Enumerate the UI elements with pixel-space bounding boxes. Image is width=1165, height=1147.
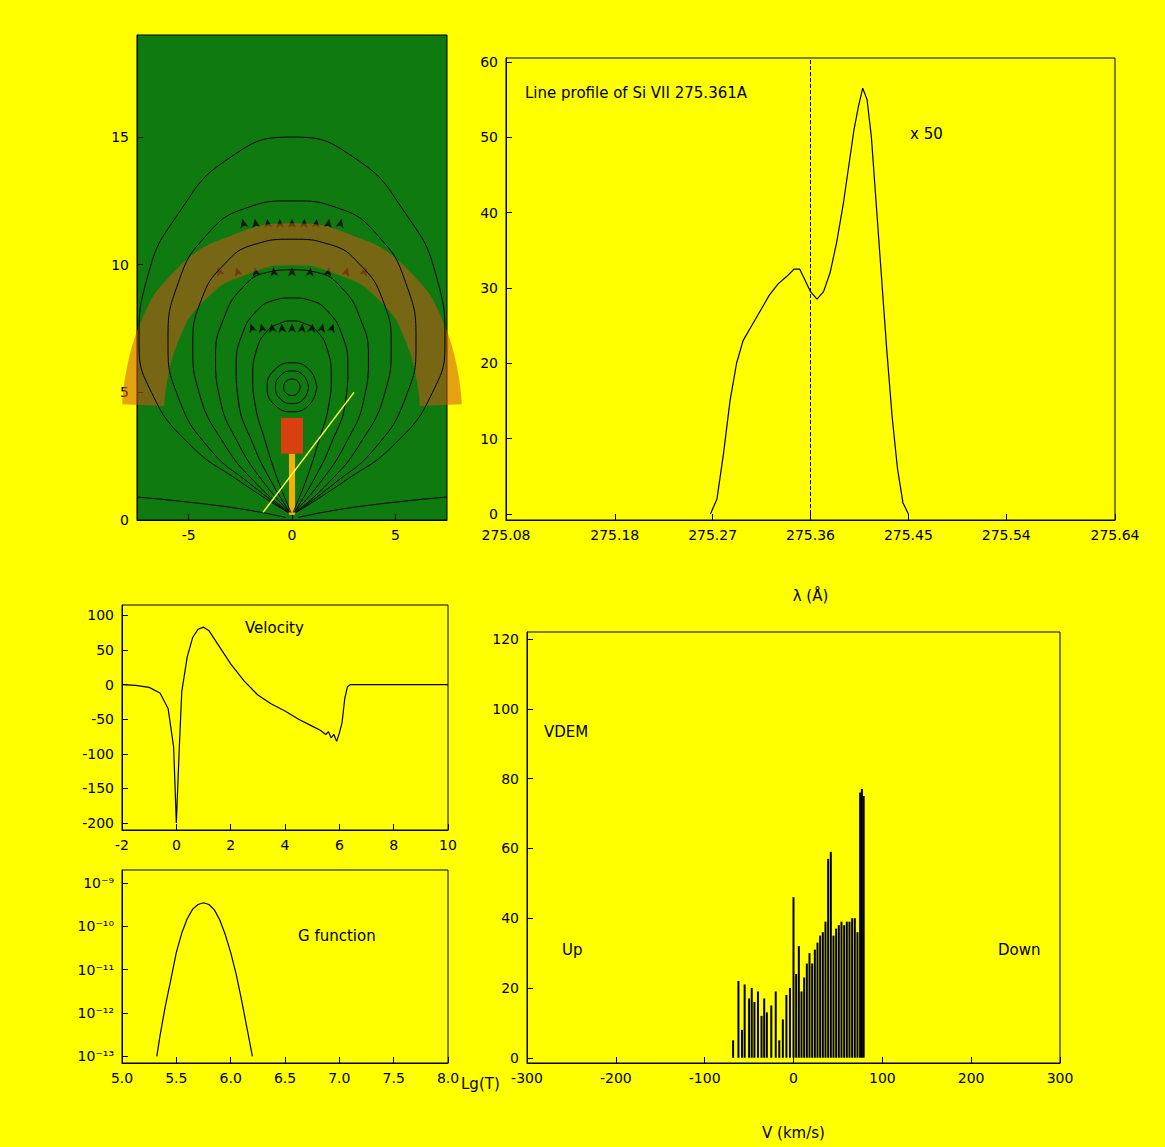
- svg-text:2: 2: [226, 837, 235, 853]
- svg-text:0: 0: [120, 512, 129, 528]
- svg-text:20: 20: [480, 355, 498, 371]
- svg-text:x 50: x 50: [910, 125, 943, 143]
- svg-text:-5: -5: [182, 527, 196, 543]
- svg-text:10⁻¹³: 10⁻¹³: [78, 1048, 114, 1064]
- svg-text:6: 6: [335, 837, 344, 853]
- svg-text:120: 120: [492, 631, 519, 647]
- svg-text:-50: -50: [91, 711, 114, 727]
- svg-text:-150: -150: [82, 780, 114, 796]
- svg-text:7.0: 7.0: [328, 1070, 350, 1086]
- svg-text:10: 10: [480, 431, 498, 447]
- svg-text:10⁻¹²: 10⁻¹²: [78, 1005, 114, 1021]
- svg-text:-200: -200: [600, 1070, 632, 1086]
- svg-text:80: 80: [501, 771, 519, 787]
- svg-text:8: 8: [389, 837, 398, 853]
- svg-text:Line profile of Si VII 275.361: Line profile of Si VII 275.361A: [525, 84, 748, 102]
- svg-text:Up: Up: [562, 941, 583, 959]
- svg-text:-100: -100: [689, 1070, 721, 1086]
- svg-text:10⁻¹¹: 10⁻¹¹: [78, 962, 114, 978]
- svg-text:275.54: 275.54: [982, 527, 1031, 543]
- svg-text:8.0: 8.0: [437, 1070, 459, 1086]
- svg-text:0: 0: [105, 677, 114, 693]
- svg-text:100: 100: [87, 607, 114, 623]
- svg-text:-2: -2: [115, 837, 129, 853]
- svg-text:5.0: 5.0: [111, 1070, 133, 1086]
- svg-text:20: 20: [501, 980, 519, 996]
- svg-text:4: 4: [281, 837, 290, 853]
- svg-text:60: 60: [501, 840, 519, 856]
- svg-text:275.08: 275.08: [482, 527, 531, 543]
- svg-text:275.27: 275.27: [688, 527, 737, 543]
- svg-text:Lg(T): Lg(T): [461, 1075, 500, 1093]
- svg-text:50: 50: [96, 642, 114, 658]
- svg-text:30: 30: [480, 280, 498, 296]
- svg-text:10: 10: [439, 837, 457, 853]
- svg-text:300: 300: [1047, 1070, 1074, 1086]
- svg-text:0: 0: [489, 506, 498, 522]
- svg-text:40: 40: [501, 910, 519, 926]
- svg-text:100: 100: [492, 701, 519, 717]
- svg-text:0: 0: [288, 527, 297, 543]
- svg-text:275.64: 275.64: [1091, 527, 1140, 543]
- svg-text:0: 0: [789, 1070, 798, 1086]
- svg-text:275.18: 275.18: [590, 527, 639, 543]
- svg-text:-300: -300: [511, 1070, 543, 1086]
- svg-text:50: 50: [480, 129, 498, 145]
- svg-text:5: 5: [391, 527, 400, 543]
- svg-text:10: 10: [111, 257, 129, 273]
- svg-text:λ (Å): λ (Å): [793, 586, 829, 605]
- svg-text:100: 100: [869, 1070, 896, 1086]
- svg-text:Down: Down: [998, 941, 1041, 959]
- svg-text:-200: -200: [82, 815, 114, 831]
- svg-text:275.45: 275.45: [884, 527, 933, 543]
- svg-text:6.5: 6.5: [274, 1070, 296, 1086]
- svg-text:G function: G function: [298, 927, 376, 945]
- svg-text:-100: -100: [82, 746, 114, 762]
- svg-text:60: 60: [480, 54, 498, 70]
- svg-text:5.5: 5.5: [165, 1070, 187, 1086]
- svg-text:275.36: 275.36: [786, 527, 835, 543]
- svg-text:6.0: 6.0: [220, 1070, 242, 1086]
- svg-text:200: 200: [958, 1070, 985, 1086]
- svg-text:40: 40: [480, 205, 498, 221]
- svg-text:0: 0: [510, 1050, 519, 1066]
- svg-text:10⁻⁹: 10⁻⁹: [83, 875, 114, 891]
- svg-text:0: 0: [172, 837, 181, 853]
- svg-text:7.5: 7.5: [383, 1070, 405, 1086]
- svg-text:15: 15: [111, 129, 129, 145]
- svg-text:Velocity: Velocity: [245, 619, 304, 637]
- svg-text:10⁻¹⁰: 10⁻¹⁰: [78, 918, 115, 934]
- svg-text:V (km/s): V (km/s): [762, 1124, 825, 1142]
- svg-text:VDEM: VDEM: [544, 723, 588, 741]
